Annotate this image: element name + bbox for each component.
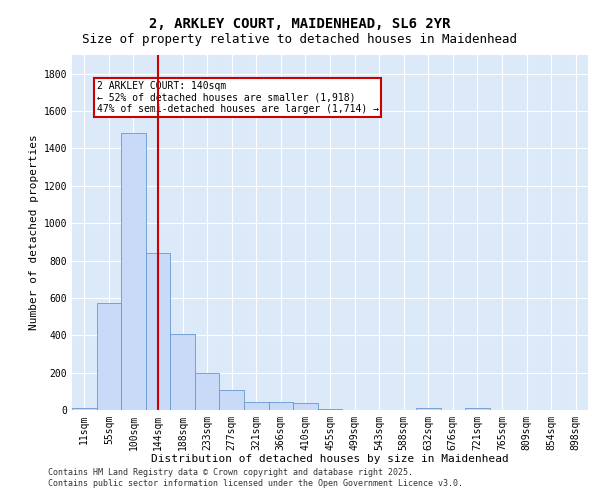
Bar [416, 408, 440, 410]
Bar [220, 390, 244, 410]
Text: Size of property relative to detached houses in Maidenhead: Size of property relative to detached ho… [83, 32, 517, 46]
Bar [293, 404, 318, 410]
Y-axis label: Number of detached properties: Number of detached properties [29, 134, 40, 330]
Bar [318, 409, 342, 410]
X-axis label: Distribution of detached houses by size in Maidenhead: Distribution of detached houses by size … [151, 454, 509, 464]
Bar [244, 402, 269, 410]
Text: 2 ARKLEY COURT: 140sqm
← 52% of detached houses are smaller (1,918)
47% of semi-: 2 ARKLEY COURT: 140sqm ← 52% of detached… [97, 81, 379, 114]
Bar [146, 253, 170, 410]
Bar [269, 402, 293, 410]
Bar [72, 408, 97, 410]
Bar [170, 334, 195, 410]
Bar [195, 372, 220, 410]
Bar [465, 408, 490, 410]
Bar [97, 302, 121, 410]
Text: Contains HM Land Registry data © Crown copyright and database right 2025.
Contai: Contains HM Land Registry data © Crown c… [48, 468, 463, 487]
Bar [121, 134, 146, 410]
Text: 2, ARKLEY COURT, MAIDENHEAD, SL6 2YR: 2, ARKLEY COURT, MAIDENHEAD, SL6 2YR [149, 18, 451, 32]
